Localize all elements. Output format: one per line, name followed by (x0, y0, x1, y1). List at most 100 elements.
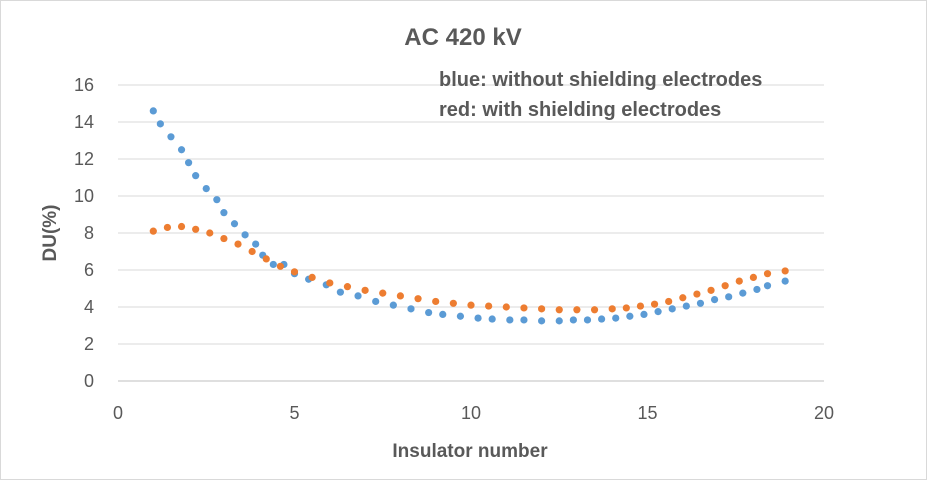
point-without-shielding (407, 305, 415, 313)
point-without-shielding (439, 310, 447, 318)
gridlines (118, 84, 824, 382)
y-axis-ticks: 0 2 4 6 8 10 12 14 16 (74, 75, 94, 391)
x-tick-label: 20 (814, 403, 834, 423)
point-with-shielding (220, 234, 228, 243)
point-without-shielding (456, 312, 465, 320)
legend-line-blue: blue: without shielding electrodes (439, 69, 762, 91)
point-with-shielding (379, 289, 387, 297)
point-without-shielding (488, 315, 496, 323)
point-without-shielding (520, 316, 528, 324)
point-with-shielding (396, 292, 404, 300)
point-without-shielding (781, 277, 789, 285)
point-with-shielding (538, 305, 546, 313)
point-with-shielding (622, 304, 630, 312)
point-without-shielding (185, 159, 193, 167)
point-without-shielding (192, 172, 200, 180)
point-with-shielding (485, 302, 493, 310)
point-with-shielding (326, 279, 334, 287)
point-with-shielding (608, 305, 616, 313)
point-without-shielding (269, 260, 277, 269)
point-without-shielding (725, 293, 733, 301)
point-with-shielding (206, 229, 214, 237)
point-without-shielding (696, 299, 705, 307)
point-without-shielding (213, 196, 221, 204)
point-with-shielding (276, 262, 284, 270)
point-without-shielding (177, 146, 186, 154)
point-with-shielding (679, 294, 687, 302)
point-with-shielding (721, 282, 729, 290)
y-tick-label: 4 (84, 297, 94, 317)
point-with-shielding (149, 227, 157, 235)
x-tick-label: 5 (289, 403, 299, 423)
y-tick-label: 2 (84, 334, 94, 354)
point-with-shielding (781, 267, 789, 275)
point-with-shielding (177, 222, 186, 231)
point-without-shielding (626, 312, 634, 320)
point-with-shielding (248, 247, 256, 256)
x-tick-label: 0 (113, 403, 123, 423)
y-tick-label: 16 (74, 75, 94, 95)
point-with-shielding (573, 306, 581, 314)
point-without-shielding (252, 240, 260, 248)
point-with-shielding (707, 286, 715, 294)
x-tick-label: 15 (637, 403, 657, 423)
x-axis-ticks: 0 5 10 15 20 (113, 403, 834, 423)
y-tick-label: 14 (74, 112, 94, 132)
point-with-shielding (192, 225, 200, 233)
point-without-shielding (220, 209, 228, 217)
point-with-shielding (467, 301, 475, 309)
point-with-shielding (449, 299, 457, 307)
point-without-shielding (753, 285, 761, 294)
point-with-shielding (432, 297, 440, 306)
y-tick-label: 10 (74, 186, 94, 206)
point-with-shielding (636, 302, 645, 310)
point-with-shielding (763, 270, 772, 278)
point-with-shielding (590, 306, 599, 314)
point-without-shielding (506, 316, 514, 324)
point-with-shielding (555, 306, 563, 314)
point-with-shielding (163, 223, 172, 232)
point-with-shielding (361, 286, 369, 294)
point-with-shielding (414, 295, 422, 303)
point-with-shielding (665, 297, 673, 306)
point-with-shielding (520, 304, 528, 312)
y-tick-label: 8 (84, 223, 94, 243)
point-with-shielding (650, 300, 659, 308)
point-without-shielding (389, 301, 397, 309)
point-without-shielding (668, 305, 676, 313)
point-without-shielding (710, 296, 719, 304)
y-tick-label: 6 (84, 260, 94, 280)
point-without-shielding (202, 185, 210, 193)
x-axis-title: Insulator number (392, 441, 548, 462)
point-without-shielding (739, 289, 747, 297)
point-without-shielding (372, 297, 380, 306)
x-tick-label: 10 (461, 403, 481, 423)
point-without-shielding (569, 316, 577, 324)
point-with-shielding (735, 277, 743, 285)
y-tick-label: 0 (84, 371, 94, 391)
point-with-shielding (234, 240, 242, 248)
point-without-shielding (538, 317, 546, 325)
point-without-shielding (474, 314, 482, 322)
point-with-shielding (308, 273, 316, 281)
point-without-shielding (336, 288, 344, 296)
point-with-shielding (343, 283, 352, 291)
point-with-shielding (502, 303, 510, 311)
point-with-shielding (290, 268, 299, 276)
point-without-shielding (640, 310, 648, 318)
point-without-shielding (612, 314, 620, 322)
point-without-shielding (654, 308, 662, 316)
point-without-shielding (167, 133, 175, 141)
data-points (149, 107, 789, 325)
point-without-shielding (598, 315, 606, 323)
point-without-shielding (583, 316, 592, 324)
point-with-shielding (693, 290, 701, 298)
point-with-shielding (262, 255, 270, 263)
point-without-shielding (156, 120, 164, 128)
chart-title: AC 420 kV (404, 24, 521, 51)
point-without-shielding (149, 107, 157, 115)
y-tick-label: 12 (74, 149, 94, 169)
point-without-shielding (354, 292, 362, 300)
